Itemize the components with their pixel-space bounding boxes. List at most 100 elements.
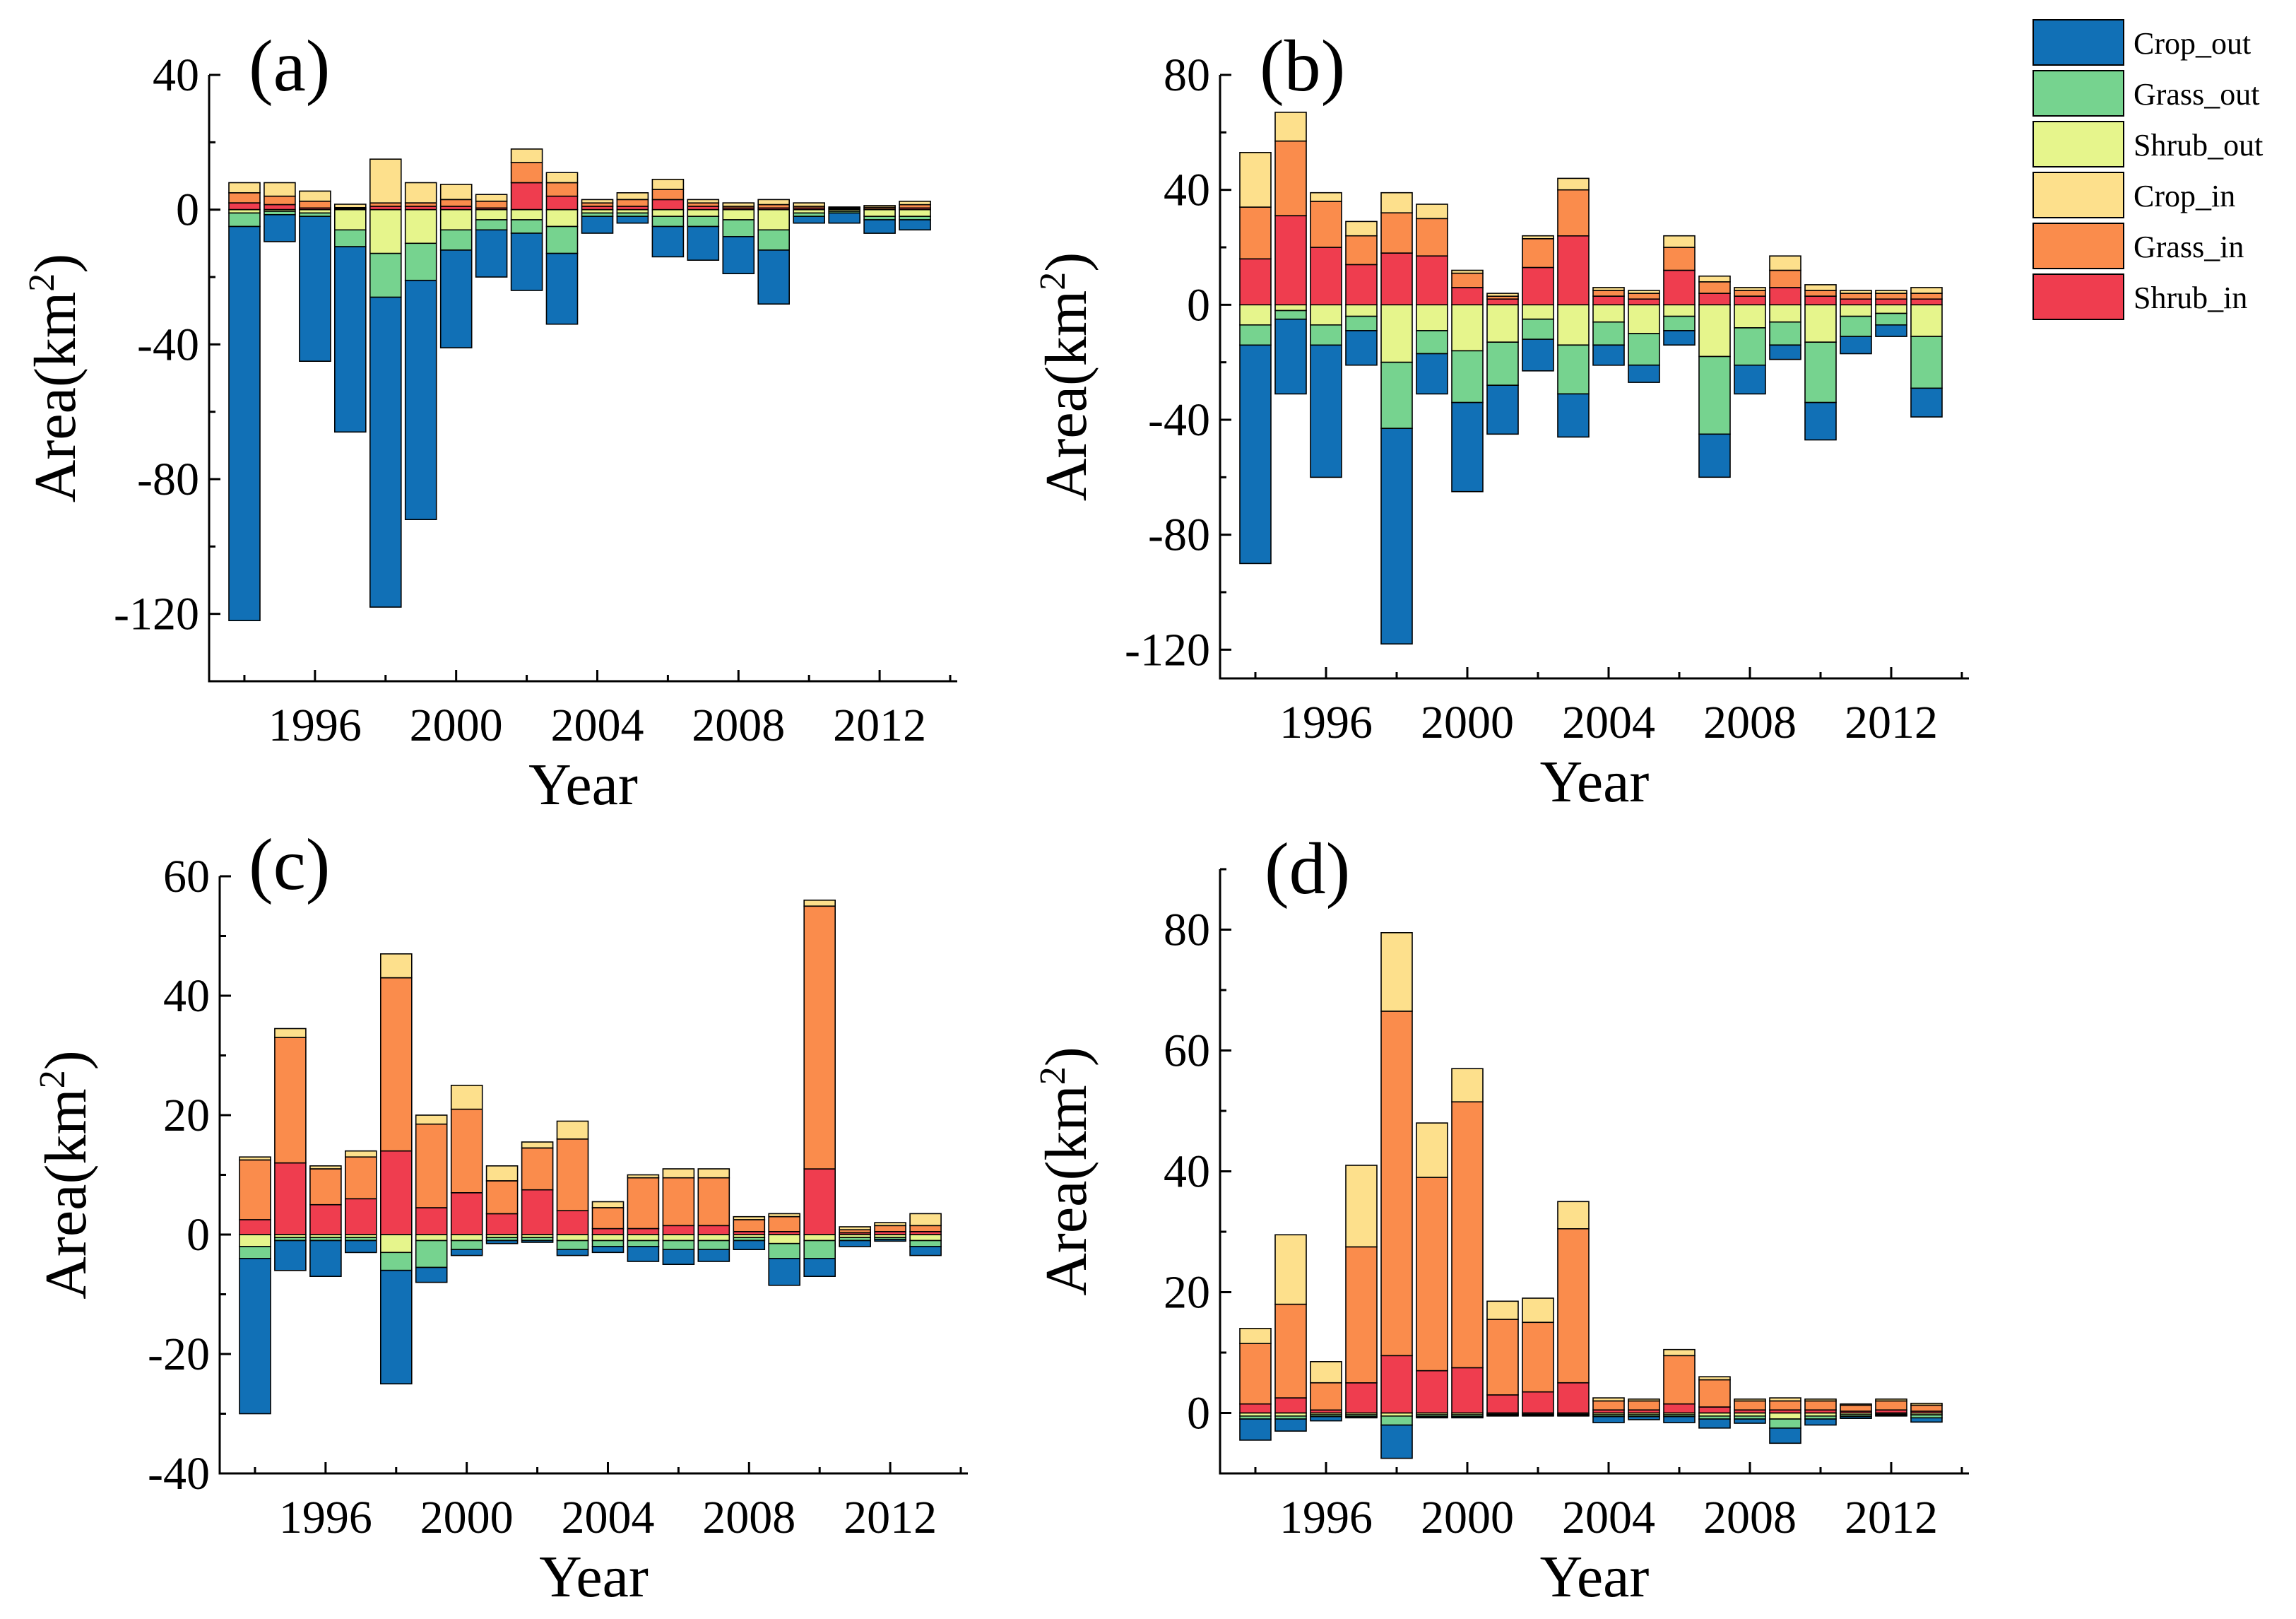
bar-shrub_in-1996 [309,1204,342,1235]
bar-crop_out-2006 [651,225,685,258]
bar-crop_out-2011 [1840,1415,1872,1419]
bar-crop_out-2008 [733,1240,766,1250]
bar-shrub_out-1999 [1416,304,1448,331]
bar-grass_out-2000 [450,1240,483,1250]
bar-crop_in-1998 [369,158,402,204]
bar-crop_out-2013 [899,219,931,231]
panel-label: (b) [1260,25,1345,107]
bar-crop_out-2002 [1522,338,1554,372]
y-tick-label: 0 [176,184,199,236]
bar-crop_in-2012 [1875,1399,1907,1402]
bar-shrub_in-1999 [1416,1370,1448,1414]
bar-crop_in-2001 [475,194,508,202]
bar-crop_in-2011 [839,1226,871,1230]
bar-shrub_in-1998 [1380,1355,1413,1414]
bar-grass_in-2007 [1698,281,1731,294]
bar-shrub_out-2001 [475,208,508,220]
bar-crop_out-1996 [1310,344,1342,478]
x-tick-label: 2004 [1562,1492,1655,1543]
bar-crop_in-1998 [379,953,413,979]
bar-shrub_in-2005 [1628,298,1660,306]
panel-b: 80 40 0 -40 -80 -120 1996 2000 2004 2008 2012 Year A… [1033,25,1969,815]
bar-grass_in-2007 [1698,1379,1731,1408]
bar-crop_in-2002 [1522,1297,1554,1324]
bar-crop_in-2000 [439,184,473,201]
bar-shrub_out-1997 [333,208,367,231]
bar-crop_out-2013 [1910,387,1943,418]
bar-grass_in-2006 [1663,247,1696,271]
bar-crop_in-2013 [899,200,931,206]
bar-crop_out-2005 [616,216,649,224]
bar-crop_in-2008 [1734,1399,1766,1402]
x-tick-label: 2012 [833,700,926,751]
bar-crop_out-2004 [1592,344,1625,366]
y-tick-label: -80 [137,454,199,505]
y-tick-label: 0 [187,1209,210,1261]
bar-grass_in-2013 [1910,1404,1943,1412]
bar-shrub_in-1995 [1274,1397,1307,1414]
bar-shrub_in-2001 [1486,1394,1519,1414]
bar-shrub_out-2013 [899,208,931,218]
bar-crop_in-2012 [1875,290,1907,294]
bar-crop_in-2004 [581,199,614,204]
bar-crop_in-1995 [264,182,296,197]
bar-crop_in-2013 [1910,1403,1943,1406]
bar-crop_in-1994 [1239,152,1272,208]
bar-crop_in-2011 [1840,290,1872,294]
bar-grass_in-2002 [1522,1321,1554,1393]
bar-grass_in-1997 [1345,235,1378,266]
bar-shrub_out-1995 [1274,304,1307,312]
bar-crop_out-2012 [863,219,896,234]
bar-crop_in-1996 [309,1165,342,1170]
bar-grass_in-2010 [1804,290,1837,297]
bar-grass_in-2000 [439,199,473,207]
x-tick-label: 2004 [1562,697,1655,748]
y-axis-title-close: ) [1034,1047,1099,1066]
bar-grass_out-2009 [757,229,790,251]
y-tick-label: 40 [1164,165,1210,216]
bar-grass_in-2006 [651,189,685,201]
bar-grass_in-1998 [1380,212,1413,254]
bar-shrub_out-2004 [591,1234,625,1242]
bar-crop_out-2007 [687,225,720,261]
bar-grass_in-1994 [228,192,261,204]
bar-crop_out-1996 [1310,1415,1342,1422]
bar-crop_out-2006 [1663,1415,1696,1423]
bar-crop_out-2007 [1698,1418,1731,1429]
bar-crop_out-1998 [1380,1424,1413,1459]
bar-crop_out-1995 [274,1240,307,1271]
bar-grass_in-2002 [1522,237,1554,269]
x-tick-label: 2004 [561,1492,654,1543]
axes [208,75,957,683]
x-axis-title: Year [1540,1544,1650,1610]
bar-crop_out-2001 [485,1240,519,1244]
y-axis-title-close: ) [33,1050,99,1070]
bar-crop_in-1997 [344,1150,377,1158]
bar-grass_in-2005 [616,199,649,207]
bar-crop_out-1994 [1239,1418,1272,1441]
bar-shrub_out-2009 [757,208,790,231]
bar-shrub_out-2012 [1875,304,1907,314]
y-tick-label: -120 [1125,624,1210,676]
bar-grass_in-2001 [475,200,508,209]
bar-crop_in-2006 [1663,1348,1696,1357]
bar-crop_in-2001 [1486,293,1519,298]
bar-crop_out-2001 [1486,1415,1519,1417]
bar-crop_out-1994 [239,1258,271,1415]
y-tick-label: 40 [153,49,199,101]
bar-shrub_out-1998 [1380,304,1413,363]
bar-grass_out-1998 [1380,1415,1413,1426]
bar-crop_in-2003 [1557,177,1590,191]
bar-crop_in-2000 [450,1085,483,1110]
panel-a: 40 0 -40 -80 -120 1996 2000 2004 2008 2012 Year Are… [22,25,957,818]
y-axis-title-main: Area(km [33,1088,99,1300]
bar-grass_out-1996 [1310,324,1342,346]
bar-crop_in-2004 [591,1201,625,1208]
bar-grass_out-2008 [1734,327,1766,366]
bar-crop_out-2012 [874,1239,906,1242]
x-tick-label: 2004 [550,700,644,751]
bar-grass_in-2010 [1804,1400,1837,1411]
bar-crop_out-2001 [475,229,508,278]
